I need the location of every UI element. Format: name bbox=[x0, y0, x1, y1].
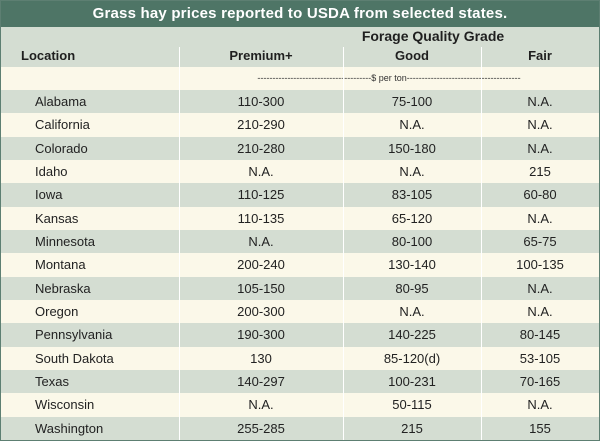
location-cell: Oregon bbox=[35, 303, 79, 319]
fair-cell: N.A. bbox=[527, 117, 553, 133]
premium-cell: 105-150 bbox=[237, 280, 285, 296]
location-cell: California bbox=[35, 117, 90, 133]
fair-cell: 100-135 bbox=[516, 257, 564, 273]
premium-cell: 140-297 bbox=[237, 373, 285, 389]
table-row: Iowa 110-125 83-105 60-80 bbox=[1, 183, 599, 207]
header-location: Location bbox=[21, 48, 76, 63]
good-cell: 140-225 bbox=[388, 327, 436, 343]
good-cell: 150-180 bbox=[388, 140, 436, 156]
premium-cell: 190-300 bbox=[237, 327, 285, 343]
fair-cell: 70-165 bbox=[519, 373, 561, 389]
fair-cell: 80-145 bbox=[519, 327, 561, 343]
fair-cell: 155 bbox=[529, 420, 551, 436]
header-premium: Premium+ bbox=[229, 48, 293, 63]
premium-cell: 110-125 bbox=[237, 187, 285, 203]
table-row: Alabama 110-300 75-100 N.A. bbox=[1, 90, 599, 114]
header-forage-quality-grade: Forage Quality Grade bbox=[361, 28, 505, 44]
premium-cell: 200-300 bbox=[237, 303, 285, 319]
fair-cell: 53-105 bbox=[519, 350, 561, 366]
location-cell: Texas bbox=[35, 373, 69, 389]
column-divider bbox=[481, 47, 482, 440]
good-cell: 83-105 bbox=[391, 187, 433, 203]
fair-cell: 65-75 bbox=[523, 233, 557, 249]
premium-cell: 255-285 bbox=[237, 420, 285, 436]
table-row: Colorado 210-280 150-180 N.A. bbox=[1, 136, 599, 160]
table-header: Forage Quality Grade Location Premium+ G… bbox=[1, 27, 599, 67]
header-good: Good bbox=[395, 48, 429, 63]
location-cell: Idaho bbox=[35, 163, 68, 179]
table-row: Oregon 200-300 N.A. N.A. bbox=[1, 299, 599, 324]
column-divider bbox=[343, 47, 344, 440]
column-divider bbox=[179, 47, 180, 440]
table-title: Grass hay prices reported to USDA from s… bbox=[1, 1, 599, 27]
good-cell: N.A. bbox=[399, 163, 425, 179]
fair-cell: 60-80 bbox=[523, 187, 557, 203]
table-row: Texas 140-297 100-231 70-165 bbox=[1, 369, 599, 394]
premium-cell: N.A. bbox=[248, 233, 274, 249]
good-cell: 215 bbox=[401, 420, 423, 436]
good-cell: 80-100 bbox=[391, 233, 433, 249]
location-cell: Pennsylvania bbox=[35, 327, 113, 343]
good-cell: 75-100 bbox=[391, 94, 433, 109]
fair-cell: N.A. bbox=[527, 140, 553, 156]
units-row: --------------------------------------$ … bbox=[1, 67, 599, 90]
location-cell: Iowa bbox=[35, 187, 63, 203]
location-cell: South Dakota bbox=[35, 350, 114, 366]
premium-cell: N.A. bbox=[248, 397, 274, 413]
table-body: Alabama 110-300 75-100 N.A. California 210-29… bbox=[1, 90, 599, 440]
table-row: California 210-290 N.A. N.A. bbox=[1, 113, 599, 137]
table-row: Montana 200-240 130-140 100-135 bbox=[1, 253, 599, 277]
fair-cell: 215 bbox=[529, 163, 551, 179]
premium-cell: N.A. bbox=[248, 163, 274, 179]
fair-cell: N.A. bbox=[527, 303, 553, 319]
premium-cell: 130 bbox=[250, 350, 272, 366]
table-row: Washington 255-285 215 155 bbox=[1, 416, 599, 440]
good-cell: 100-231 bbox=[388, 373, 436, 389]
location-cell: Montana bbox=[35, 257, 86, 273]
fair-cell: N.A. bbox=[527, 94, 553, 109]
good-cell: 85-120(d) bbox=[383, 350, 441, 366]
table-row: Wisconsin N.A. 50-115 N.A. bbox=[1, 393, 599, 417]
premium-cell: 110-300 bbox=[237, 94, 285, 109]
premium-cell: 110-135 bbox=[237, 210, 285, 226]
fair-cell: N.A. bbox=[527, 280, 553, 296]
good-cell: 130-140 bbox=[388, 257, 436, 273]
good-cell: N.A. bbox=[399, 117, 425, 133]
premium-cell: 210-290 bbox=[237, 117, 285, 133]
location-cell: Wisconsin bbox=[35, 397, 95, 413]
premium-cell: 200-240 bbox=[237, 257, 285, 273]
location-cell: Nebraska bbox=[35, 280, 91, 296]
good-cell: 80-95 bbox=[395, 280, 429, 296]
location-cell: Colorado bbox=[35, 140, 88, 156]
fair-cell: N.A. bbox=[527, 397, 553, 413]
good-cell: 65-120 bbox=[391, 210, 433, 226]
table-row: Minnesota N.A. 80-100 65-75 bbox=[1, 229, 599, 254]
location-cell: Washington bbox=[35, 420, 104, 436]
location-cell: Minnesota bbox=[35, 233, 95, 249]
location-cell: Kansas bbox=[35, 210, 79, 226]
fair-cell: N.A. bbox=[527, 210, 553, 226]
header-fair: Fair bbox=[528, 48, 552, 63]
table-row: Idaho N.A. N.A. 215 bbox=[1, 159, 599, 184]
location-cell: Alabama bbox=[35, 94, 87, 109]
premium-cell: 210-280 bbox=[237, 140, 285, 156]
units-label: --------------------------------------$ … bbox=[257, 73, 521, 83]
table-row: Pennsylvania 190-300 140-225 80-145 bbox=[1, 323, 599, 347]
good-cell: N.A. bbox=[399, 303, 425, 319]
good-cell: 50-115 bbox=[392, 397, 432, 413]
table-row: Nebraska 105-150 80-95 N.A. bbox=[1, 276, 599, 300]
table-row: Kansas 110-135 65-120 N.A. bbox=[1, 206, 599, 230]
table-row: South Dakota 130 85-120(d) 53-105 bbox=[1, 346, 599, 370]
